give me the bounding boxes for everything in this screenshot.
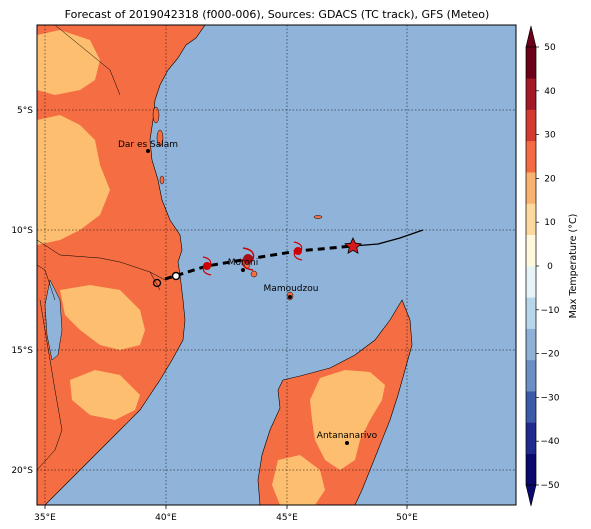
cyclone-marker[interactable] [293,241,303,261]
map-panel[interactable]: Dar es Salam Moroni Mamoudzou Antananari… [37,25,516,505]
madagascar-mild-region-2 [272,455,325,505]
colorbar-tick-label: −40 [541,437,560,447]
city-dot-moroni [241,268,245,272]
zanzibar-island [156,129,164,147]
colorbar-ticks: 50 40 30 20 10 0 −10 −20 −30 −40 −50 [536,43,560,491]
colorbar-swatch [526,453,536,486]
landfall-marker[interactable] [171,271,181,281]
colorbar-swatch [526,203,536,236]
colorbar-tick-label: 40 [544,87,556,97]
colorbar-swatches [526,47,536,486]
colorbar-tick-label: −50 [541,481,560,491]
city-label: Dar es Salam [118,140,178,150]
colorbar-tick-label: 20 [544,174,556,184]
colorbar-tick-label: −20 [541,350,560,360]
colorbar-top-arrow [525,25,537,48]
x-tick-label: 35°E [34,513,56,523]
cyclone-marker[interactable] [241,247,255,271]
colorbar-tick-label: −30 [541,393,560,403]
colorbar-swatch [526,266,536,298]
colorbar-swatch [526,297,536,329]
pemba-island [152,106,160,124]
colorbar-tick-label: 0 [547,262,553,272]
colorbar-swatch [526,78,536,110]
colorbar-tick-label: 50 [544,43,556,53]
colorbar-tick-label: −10 [541,306,560,316]
colorbar-tick-label: 30 [544,131,556,141]
africa-mild-region-4 [70,370,140,420]
y-axis: 5°S 10°S 15°S 20°S [11,106,33,476]
colorbar-swatch [526,422,536,455]
colorbar-swatch [526,140,536,173]
gridlines [37,25,516,505]
africa-mild-region-2 [37,115,110,245]
colorbar-swatch [526,109,536,142]
anjouan-island [250,270,258,278]
x-tick-label: 45°E [276,513,298,523]
colorbar-swatch [526,359,536,392]
city-label: Mamoudzou [264,284,319,294]
x-axis: 35°E 40°E 45°E 50°E [34,505,418,523]
africa-mild-region-3 [60,285,145,350]
mafia-island [159,175,165,185]
colorbar-swatch [526,47,536,79]
landfall-marker[interactable] [152,278,162,288]
y-tick-label: 5°S [17,106,33,116]
colorbar: 50 40 30 20 10 0 −10 −20 −30 −40 −50 Max Temperatu… [525,25,579,507]
small-island [313,215,323,219]
colorbar-swatch [526,328,536,361]
city-label: Antananarivo [317,431,378,441]
y-tick-label: 15°S [11,346,33,356]
observed-track-line [352,229,424,247]
lake-malawi [44,279,63,361]
city-label: Moroni [228,258,259,268]
map-frame [36,24,517,506]
current-position-star[interactable] [344,237,362,254]
cyclone-marker[interactable] [202,256,212,276]
madagascar-mild-region-1 [310,370,385,470]
x-tick-label: 50°E [396,513,418,523]
y-tick-label: 20°S [11,466,33,476]
colorbar-swatch [526,391,536,423]
city-dot-dar-es-salam [146,149,150,153]
colorbar-bottom-arrow [525,484,537,507]
city-dot-antananarivo [345,441,349,445]
colorbar-label: Max Temperature (°C) [568,214,579,319]
colorbar-tick-label: 10 [544,218,556,228]
colorbar-swatch [526,234,536,267]
city-dot-mamoudzou [288,295,292,299]
africa-mild-region-1 [37,30,100,95]
y-tick-label: 10°S [11,226,33,236]
map-title: Forecast of 2019042318 (f000-006), Sourc… [65,8,490,21]
colorbar-swatch [526,172,536,204]
x-tick-label: 40°E [155,513,177,523]
